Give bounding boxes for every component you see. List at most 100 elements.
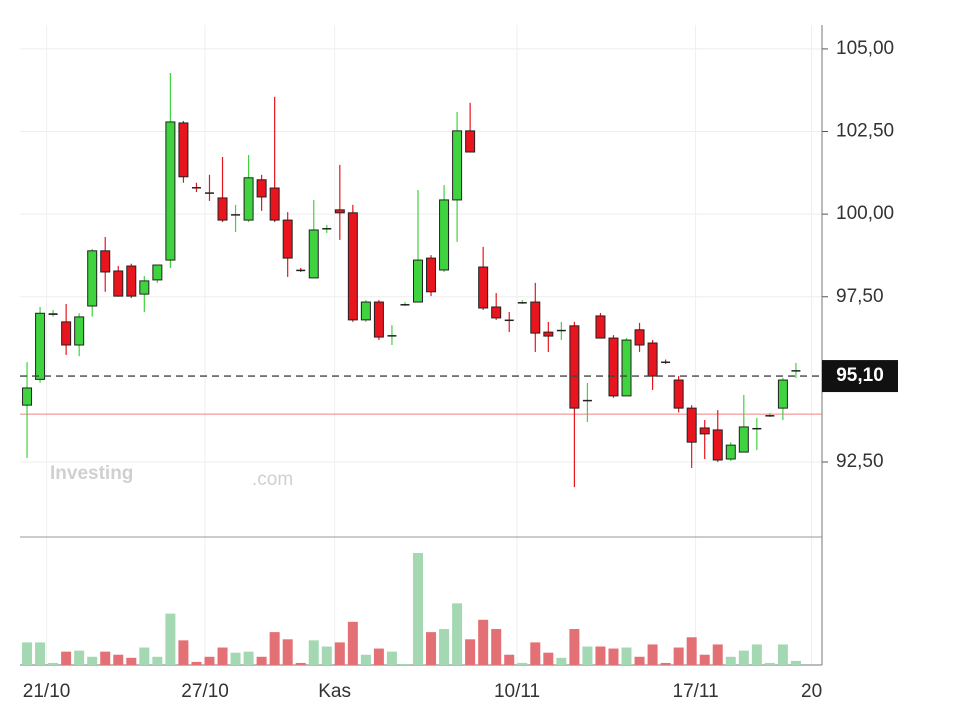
volume-bar (647, 644, 658, 665)
candle-body (478, 266, 489, 309)
volume-bar (152, 656, 163, 665)
volume-bar (295, 662, 306, 665)
volume-bar (386, 651, 397, 665)
candle-body (661, 361, 671, 364)
candle-body (647, 342, 658, 377)
volume-bar (61, 651, 72, 665)
volume-bar (321, 646, 332, 665)
candle-body (387, 335, 397, 337)
volume-bar (790, 660, 801, 665)
candle-body (621, 339, 632, 397)
volume-bar (334, 642, 345, 665)
candle-body (74, 316, 85, 346)
candle-body (634, 329, 645, 346)
candle-body (673, 379, 684, 409)
candle-body (282, 219, 293, 259)
candle-body (608, 337, 619, 397)
volume-bar (530, 642, 541, 665)
candle-body (360, 301, 371, 321)
candle-body (191, 187, 201, 189)
candle-body (712, 429, 723, 461)
candle-body (126, 265, 137, 297)
volume-bar (712, 644, 723, 665)
volume-bar (621, 647, 632, 665)
volume-bar (282, 639, 293, 665)
volume-bar (204, 656, 215, 665)
volume-bar (465, 639, 476, 665)
candle-body (543, 331, 554, 337)
candle-body (556, 329, 566, 332)
watermark: .com (252, 469, 293, 490)
volume-bar (373, 648, 384, 665)
volume-bar (725, 656, 736, 665)
candle-body (738, 426, 749, 453)
x-tick-label: Kas (318, 681, 351, 702)
volume-bar (399, 663, 410, 665)
candle-body (100, 250, 111, 273)
y-tick-label: 92,50 (836, 451, 884, 472)
candle-body (204, 192, 214, 194)
volume-bar (113, 654, 124, 665)
volume-bar (660, 662, 671, 665)
x-tick-label: 27/10 (181, 681, 229, 702)
volume-bar (191, 661, 202, 665)
volume-bar (426, 632, 437, 665)
candle-body (439, 199, 450, 271)
volume-bar (777, 644, 788, 665)
candle-body (504, 319, 514, 322)
volume-bar (751, 644, 762, 665)
x-tick-label: 17/11 (673, 681, 719, 702)
volume-bar (217, 647, 228, 665)
candle-body (686, 407, 697, 443)
volume-bar (634, 656, 645, 665)
candle-body (373, 301, 384, 338)
volume-bar (347, 621, 358, 665)
volume-bar (230, 652, 241, 665)
candle-body (165, 121, 176, 261)
candle-body (61, 321, 72, 346)
candle-body (296, 269, 306, 272)
candle-body (87, 250, 98, 307)
candle-body (569, 325, 580, 409)
volume-bar (87, 656, 98, 665)
volume-bar (504, 654, 515, 665)
volume-bar (673, 647, 684, 665)
candle-body (322, 228, 332, 230)
volume-bar (243, 651, 254, 665)
volume-bar (686, 637, 697, 665)
candle-body (491, 306, 502, 319)
volume-bar (360, 654, 371, 665)
volume-bar (608, 648, 619, 665)
last-price-box (822, 360, 898, 393)
volume-bar (764, 662, 775, 665)
candle-body (22, 387, 33, 406)
volume-bar (413, 553, 424, 665)
volume-bar (165, 613, 176, 665)
candle-body (243, 177, 254, 221)
candle-body (48, 313, 58, 315)
candle-body (113, 270, 124, 297)
y-tick-label: 100,00 (836, 203, 894, 224)
watermark: Investing (50, 463, 133, 484)
volume-bar (517, 662, 528, 665)
volume-bar (178, 640, 189, 665)
volume-bar (556, 657, 567, 665)
x-tick-label: 10/11 (494, 681, 540, 702)
candle-body (269, 187, 280, 221)
volume-bar (452, 603, 463, 665)
candle-body (465, 130, 476, 153)
candle-body (725, 444, 736, 460)
candle-body (699, 427, 710, 435)
candle-body (35, 312, 46, 380)
x-tick-label: 21/10 (23, 681, 71, 702)
candle-body (426, 257, 437, 293)
volume-bar (22, 642, 33, 665)
candle-body (413, 259, 424, 303)
candle-body (530, 301, 541, 334)
candle-body (178, 122, 189, 178)
candle-body (139, 280, 150, 295)
candle-body (231, 214, 241, 216)
candle-body (582, 399, 592, 402)
